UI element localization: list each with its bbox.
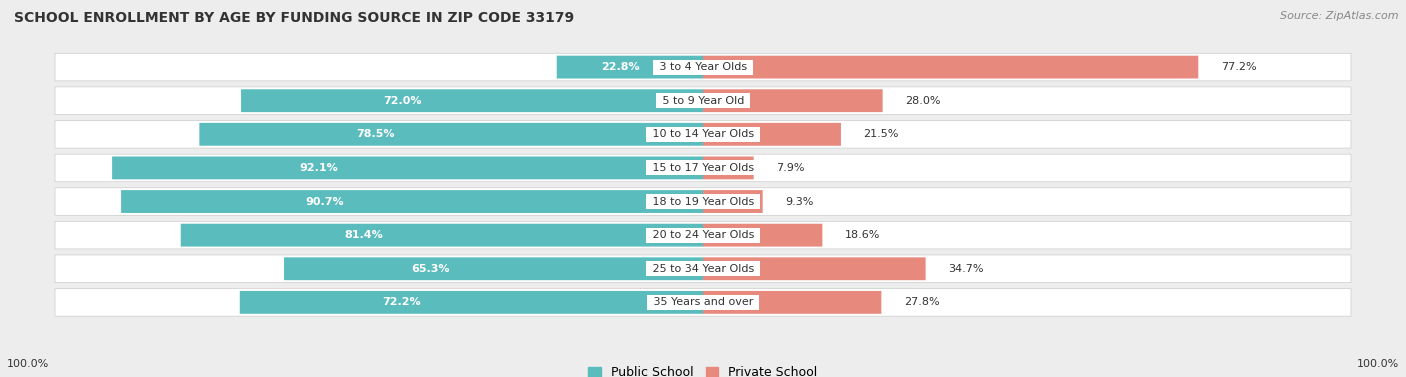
Text: 22.8%: 22.8% bbox=[602, 62, 640, 72]
FancyBboxPatch shape bbox=[200, 123, 703, 146]
Text: 81.4%: 81.4% bbox=[344, 230, 382, 240]
FancyBboxPatch shape bbox=[240, 89, 703, 112]
Text: 34.7%: 34.7% bbox=[948, 264, 984, 274]
FancyBboxPatch shape bbox=[703, 56, 1198, 78]
FancyBboxPatch shape bbox=[703, 156, 754, 179]
FancyBboxPatch shape bbox=[703, 291, 882, 314]
Text: 5 to 9 Year Old: 5 to 9 Year Old bbox=[658, 96, 748, 106]
Text: 3 to 4 Year Olds: 3 to 4 Year Olds bbox=[655, 62, 751, 72]
FancyBboxPatch shape bbox=[703, 123, 841, 146]
Text: 21.5%: 21.5% bbox=[863, 129, 898, 139]
Text: 15 to 17 Year Olds: 15 to 17 Year Olds bbox=[648, 163, 758, 173]
FancyBboxPatch shape bbox=[55, 221, 1351, 249]
FancyBboxPatch shape bbox=[55, 53, 1351, 81]
Text: 77.2%: 77.2% bbox=[1220, 62, 1257, 72]
FancyBboxPatch shape bbox=[284, 257, 703, 280]
FancyBboxPatch shape bbox=[703, 190, 762, 213]
FancyBboxPatch shape bbox=[703, 224, 823, 247]
FancyBboxPatch shape bbox=[112, 156, 703, 179]
Text: 100.0%: 100.0% bbox=[7, 359, 49, 369]
FancyBboxPatch shape bbox=[55, 154, 1351, 182]
Text: 9.3%: 9.3% bbox=[785, 196, 814, 207]
Text: 72.2%: 72.2% bbox=[382, 297, 422, 307]
FancyBboxPatch shape bbox=[240, 291, 703, 314]
FancyBboxPatch shape bbox=[121, 190, 703, 213]
Text: 78.5%: 78.5% bbox=[356, 129, 395, 139]
Text: 18 to 19 Year Olds: 18 to 19 Year Olds bbox=[648, 196, 758, 207]
Text: 90.7%: 90.7% bbox=[305, 196, 344, 207]
FancyBboxPatch shape bbox=[557, 56, 703, 78]
Text: 7.9%: 7.9% bbox=[776, 163, 804, 173]
Text: 100.0%: 100.0% bbox=[1357, 359, 1399, 369]
FancyBboxPatch shape bbox=[55, 121, 1351, 148]
Text: 10 to 14 Year Olds: 10 to 14 Year Olds bbox=[648, 129, 758, 139]
Text: 25 to 34 Year Olds: 25 to 34 Year Olds bbox=[648, 264, 758, 274]
FancyBboxPatch shape bbox=[181, 224, 703, 247]
FancyBboxPatch shape bbox=[55, 288, 1351, 316]
Text: 72.0%: 72.0% bbox=[384, 96, 422, 106]
Text: 20 to 24 Year Olds: 20 to 24 Year Olds bbox=[648, 230, 758, 240]
FancyBboxPatch shape bbox=[703, 89, 883, 112]
Text: 27.8%: 27.8% bbox=[904, 297, 939, 307]
Legend: Public School, Private School: Public School, Private School bbox=[588, 366, 818, 377]
FancyBboxPatch shape bbox=[703, 257, 925, 280]
Text: 18.6%: 18.6% bbox=[845, 230, 880, 240]
FancyBboxPatch shape bbox=[55, 255, 1351, 282]
Text: 65.3%: 65.3% bbox=[412, 264, 450, 274]
Text: SCHOOL ENROLLMENT BY AGE BY FUNDING SOURCE IN ZIP CODE 33179: SCHOOL ENROLLMENT BY AGE BY FUNDING SOUR… bbox=[14, 11, 574, 25]
Text: 92.1%: 92.1% bbox=[299, 163, 339, 173]
Text: 28.0%: 28.0% bbox=[905, 96, 941, 106]
Text: Source: ZipAtlas.com: Source: ZipAtlas.com bbox=[1281, 11, 1399, 21]
Text: 35 Years and over: 35 Years and over bbox=[650, 297, 756, 307]
FancyBboxPatch shape bbox=[55, 87, 1351, 115]
FancyBboxPatch shape bbox=[55, 188, 1351, 215]
